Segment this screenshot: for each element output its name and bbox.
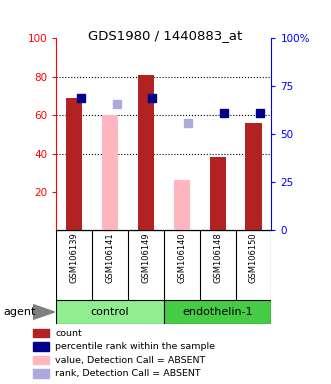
Text: GSM106149: GSM106149 xyxy=(141,232,150,283)
Bar xyxy=(210,157,226,230)
Bar xyxy=(33,342,50,351)
Bar xyxy=(33,356,50,364)
Bar xyxy=(138,75,154,230)
Bar xyxy=(164,300,271,324)
Text: endothelin-1: endothelin-1 xyxy=(182,307,253,317)
Text: value, Detection Call = ABSENT: value, Detection Call = ABSENT xyxy=(55,356,206,364)
Bar xyxy=(245,123,261,230)
Bar xyxy=(102,115,118,230)
Bar xyxy=(56,300,164,324)
Text: percentile rank within the sample: percentile rank within the sample xyxy=(55,342,215,351)
Text: rank, Detection Call = ABSENT: rank, Detection Call = ABSENT xyxy=(55,369,201,378)
Text: GSM106139: GSM106139 xyxy=(70,232,79,283)
Text: GSM106140: GSM106140 xyxy=(177,232,186,283)
Text: GSM106150: GSM106150 xyxy=(249,232,258,283)
Bar xyxy=(174,180,190,230)
Bar xyxy=(33,369,50,378)
Text: control: control xyxy=(91,307,129,317)
Bar xyxy=(33,329,50,338)
Text: GDS1980 / 1440883_at: GDS1980 / 1440883_at xyxy=(88,29,243,42)
Bar xyxy=(66,98,82,230)
Text: GSM106148: GSM106148 xyxy=(213,232,222,283)
Polygon shape xyxy=(33,305,55,319)
Text: agent: agent xyxy=(3,307,36,317)
Text: count: count xyxy=(55,329,82,338)
Text: GSM106141: GSM106141 xyxy=(106,232,115,283)
